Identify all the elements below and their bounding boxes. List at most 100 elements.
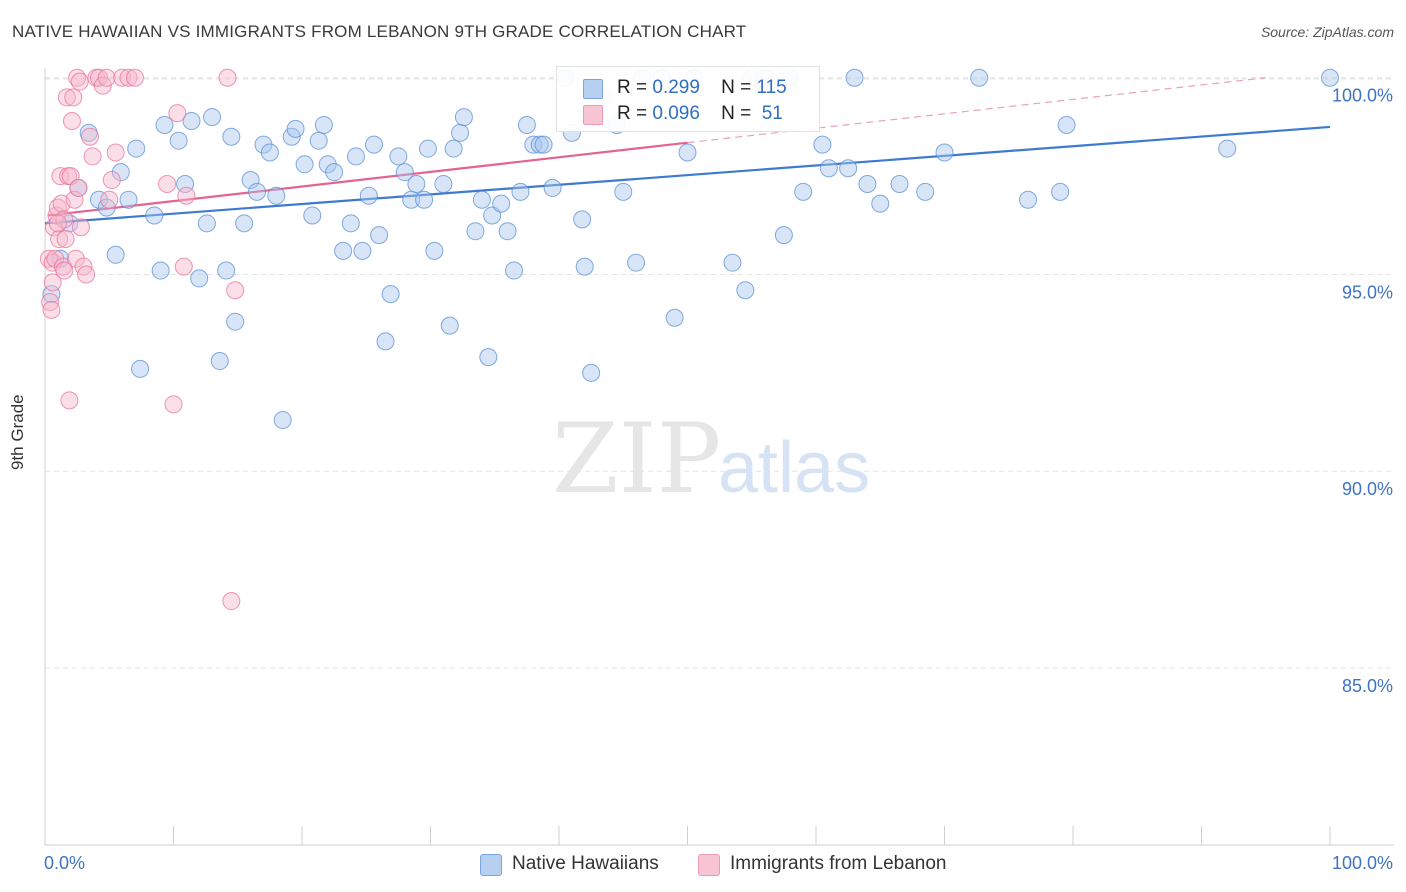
point-native-hawaiian [479, 348, 498, 367]
point-native-hawaiian [665, 308, 684, 327]
point-native-hawaiian [359, 186, 378, 205]
point-native-hawaiian [260, 143, 279, 162]
point-native-hawaiian [530, 135, 549, 154]
point-native-hawaiian [210, 352, 229, 371]
point-native-hawaiian [444, 139, 463, 158]
stats-swatch-blue [583, 79, 603, 99]
point-lebanon [43, 273, 62, 292]
point-native-hawaiian [1321, 68, 1339, 87]
point-native-hawaiian [295, 155, 314, 174]
point-native-hawaiian [614, 182, 633, 201]
point-native-hawaiian [454, 108, 473, 127]
point-native-hawaiian [182, 112, 201, 131]
point-native-hawaiian [325, 163, 344, 182]
chart-title: NATIVE HAWAIIAN VS IMMIGRANTS FROM LEBAN… [12, 22, 747, 41]
point-lebanon [164, 395, 183, 414]
point-lebanon [60, 391, 79, 410]
point-native-hawaiian [119, 190, 138, 209]
point-native-hawaiian [935, 143, 954, 162]
point-native-hawaiian [505, 261, 524, 280]
point-lebanon [100, 190, 119, 209]
point-native-hawaiian [736, 281, 755, 300]
point-native-hawaiian [309, 131, 328, 150]
point-lebanon [70, 72, 89, 91]
point-native-hawaiian [434, 174, 453, 193]
point-native-hawaiian [145, 206, 164, 225]
point-lebanon [66, 249, 85, 268]
point-native-hawaiian [543, 178, 562, 197]
data-points [39, 68, 1339, 611]
point-native-hawaiian [534, 135, 553, 154]
point-native-hawaiian [127, 139, 146, 158]
point-native-hawaiian [1218, 139, 1237, 158]
point-native-hawaiian [89, 190, 108, 209]
point-native-hawaiian [407, 174, 426, 193]
point-native-hawaiian [241, 171, 260, 190]
trend-line-lebanon [47, 141, 688, 217]
legend-label: Native Hawaiians [512, 853, 659, 874]
point-native-hawaiian [203, 108, 222, 127]
point-native-hawaiian [1051, 182, 1070, 201]
point-native-hawaiian [498, 222, 517, 241]
y-tick-label: 95.0% [1342, 282, 1393, 302]
point-native-hawaiian [845, 68, 864, 87]
point-native-hawaiian [524, 135, 543, 154]
point-lebanon [168, 104, 187, 123]
point-native-hawaiian [871, 194, 890, 213]
point-lebanon [97, 68, 116, 87]
point-native-hawaiian [381, 285, 400, 304]
point-lebanon [51, 167, 70, 186]
n-value: 51 [761, 103, 783, 124]
point-native-hawaiian [364, 135, 383, 154]
point-native-hawaiian [1019, 190, 1038, 209]
point-lebanon [119, 68, 138, 87]
point-native-hawaiian [819, 159, 838, 178]
point-lebanon [158, 174, 177, 193]
point-native-hawaiian [286, 119, 305, 138]
point-native-hawaiian [575, 257, 594, 276]
point-native-hawaiian [794, 182, 813, 201]
point-native-hawaiian [492, 194, 511, 213]
stats-legend: R = 0.299 N = 115 R = 0.096 N = 51 [556, 66, 820, 132]
point-native-hawaiian [314, 115, 333, 134]
r-value: 0.299 [652, 77, 700, 98]
point-native-hawaiian [303, 206, 322, 225]
point-native-hawaiian [813, 135, 832, 154]
point-lebanon [177, 186, 196, 205]
point-native-hawaiian [916, 182, 935, 201]
point-lebanon [57, 88, 76, 107]
y-tick-label: 85.0% [1342, 676, 1393, 696]
point-native-hawaiian [370, 226, 389, 245]
point-native-hawaiian [131, 359, 150, 378]
point-native-hawaiian [346, 147, 365, 166]
point-lebanon [174, 257, 193, 276]
x-tick-label: 100.0% [1332, 853, 1393, 873]
r-value: 0.096 [652, 103, 700, 124]
point-lebanon [77, 265, 96, 284]
point-native-hawaiian [890, 174, 909, 193]
watermark: ZIP atlas [552, 403, 870, 515]
point-lebanon [55, 261, 74, 280]
point-native-hawaiian [235, 214, 254, 233]
point-native-hawaiian [511, 182, 530, 201]
r-label: R = [617, 77, 648, 98]
point-native-hawaiian [678, 143, 697, 162]
x-tick-label: 0.0% [44, 853, 85, 873]
point-native-hawaiian [451, 123, 470, 142]
point-lebanon [56, 230, 75, 249]
point-native-hawaiian [226, 312, 245, 331]
point-native-hawaiian [970, 68, 989, 87]
point-native-hawaiian [222, 127, 241, 146]
point-native-hawaiian [472, 190, 491, 209]
point-native-hawaiian [425, 241, 444, 260]
point-lebanon [80, 127, 99, 146]
point-native-hawaiian [169, 131, 188, 150]
point-native-hawaiian [858, 174, 877, 193]
y-axis-label: 9th Grade [8, 394, 27, 470]
point-native-hawaiian [466, 222, 485, 241]
r-label: R = [617, 103, 648, 124]
point-lebanon [83, 147, 102, 166]
point-lebanon [65, 190, 84, 209]
point-lebanon [102, 171, 121, 190]
point-native-hawaiian [1057, 115, 1076, 134]
